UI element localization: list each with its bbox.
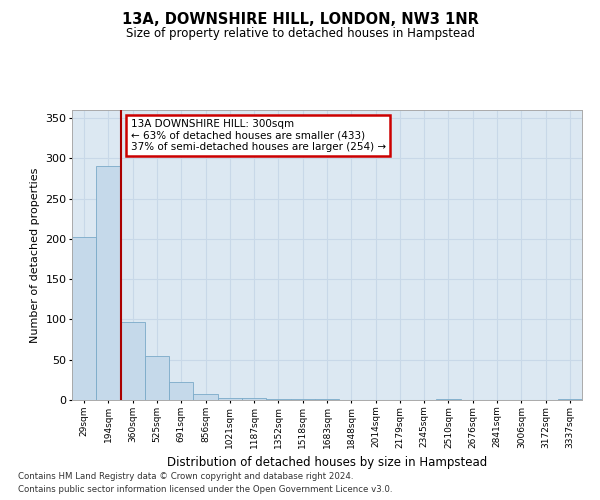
Bar — [290, 399, 315, 400]
Bar — [121, 322, 145, 400]
Text: Contains HM Land Registry data © Crown copyright and database right 2024.: Contains HM Land Registry data © Crown c… — [18, 472, 353, 481]
Bar — [436, 399, 461, 400]
Y-axis label: Number of detached properties: Number of detached properties — [30, 168, 40, 342]
Bar — [169, 382, 193, 400]
Bar — [242, 398, 266, 400]
X-axis label: Distribution of detached houses by size in Hampstead: Distribution of detached houses by size … — [167, 456, 487, 469]
Bar — [72, 238, 96, 400]
Bar — [96, 166, 121, 400]
Text: 13A, DOWNSHIRE HILL, LONDON, NW3 1NR: 13A, DOWNSHIRE HILL, LONDON, NW3 1NR — [122, 12, 478, 28]
Text: 13A DOWNSHIRE HILL: 300sqm
← 63% of detached houses are smaller (433)
37% of sem: 13A DOWNSHIRE HILL: 300sqm ← 63% of deta… — [131, 118, 386, 152]
Bar — [145, 356, 169, 400]
Text: Size of property relative to detached houses in Hampstead: Size of property relative to detached ho… — [125, 28, 475, 40]
Bar — [193, 394, 218, 400]
Bar — [218, 398, 242, 400]
Bar — [558, 399, 582, 400]
Bar — [266, 399, 290, 400]
Bar — [315, 399, 339, 400]
Text: Contains public sector information licensed under the Open Government Licence v3: Contains public sector information licen… — [18, 485, 392, 494]
